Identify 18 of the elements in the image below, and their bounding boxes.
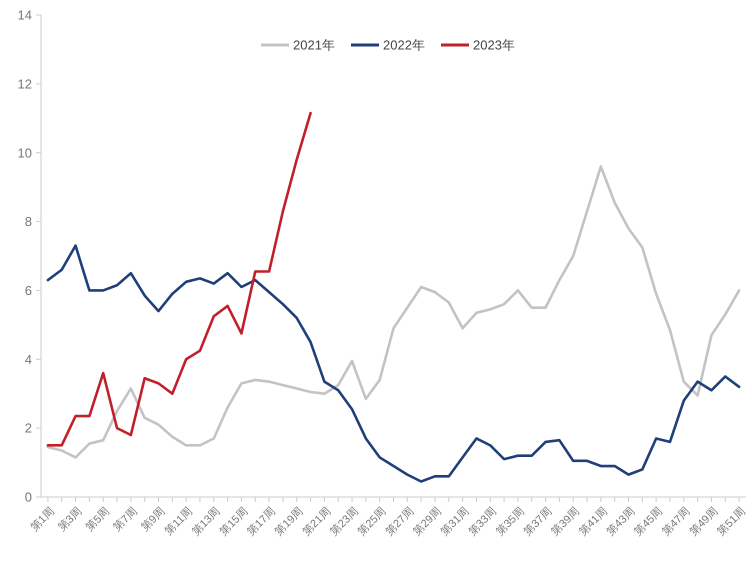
- y-tick-label: 12: [18, 76, 32, 92]
- y-tick-label: 8: [24, 214, 32, 230]
- x-tick-label: 第3周: [56, 505, 84, 534]
- y-tick-label: 4: [24, 352, 32, 367]
- line-series: [46, 112, 312, 447]
- y-tick-label: 6: [24, 282, 32, 298]
- x-tick-label: 第1周: [28, 505, 57, 534]
- legend-label: 2022年: [383, 38, 425, 53]
- y-tick-label: 10: [18, 145, 32, 160]
- x-tick-label: 第7周: [111, 505, 140, 534]
- line-series: [46, 165, 740, 459]
- line-series: [46, 244, 740, 483]
- y-tick-label: 14: [18, 8, 32, 23]
- y-tick-label: 2: [24, 420, 32, 436]
- legend-label: 2023年: [473, 38, 515, 53]
- y-tick-label: 0: [24, 490, 32, 505]
- x-tick-label: 第5周: [84, 505, 112, 534]
- legend-label: 2021年: [293, 38, 335, 53]
